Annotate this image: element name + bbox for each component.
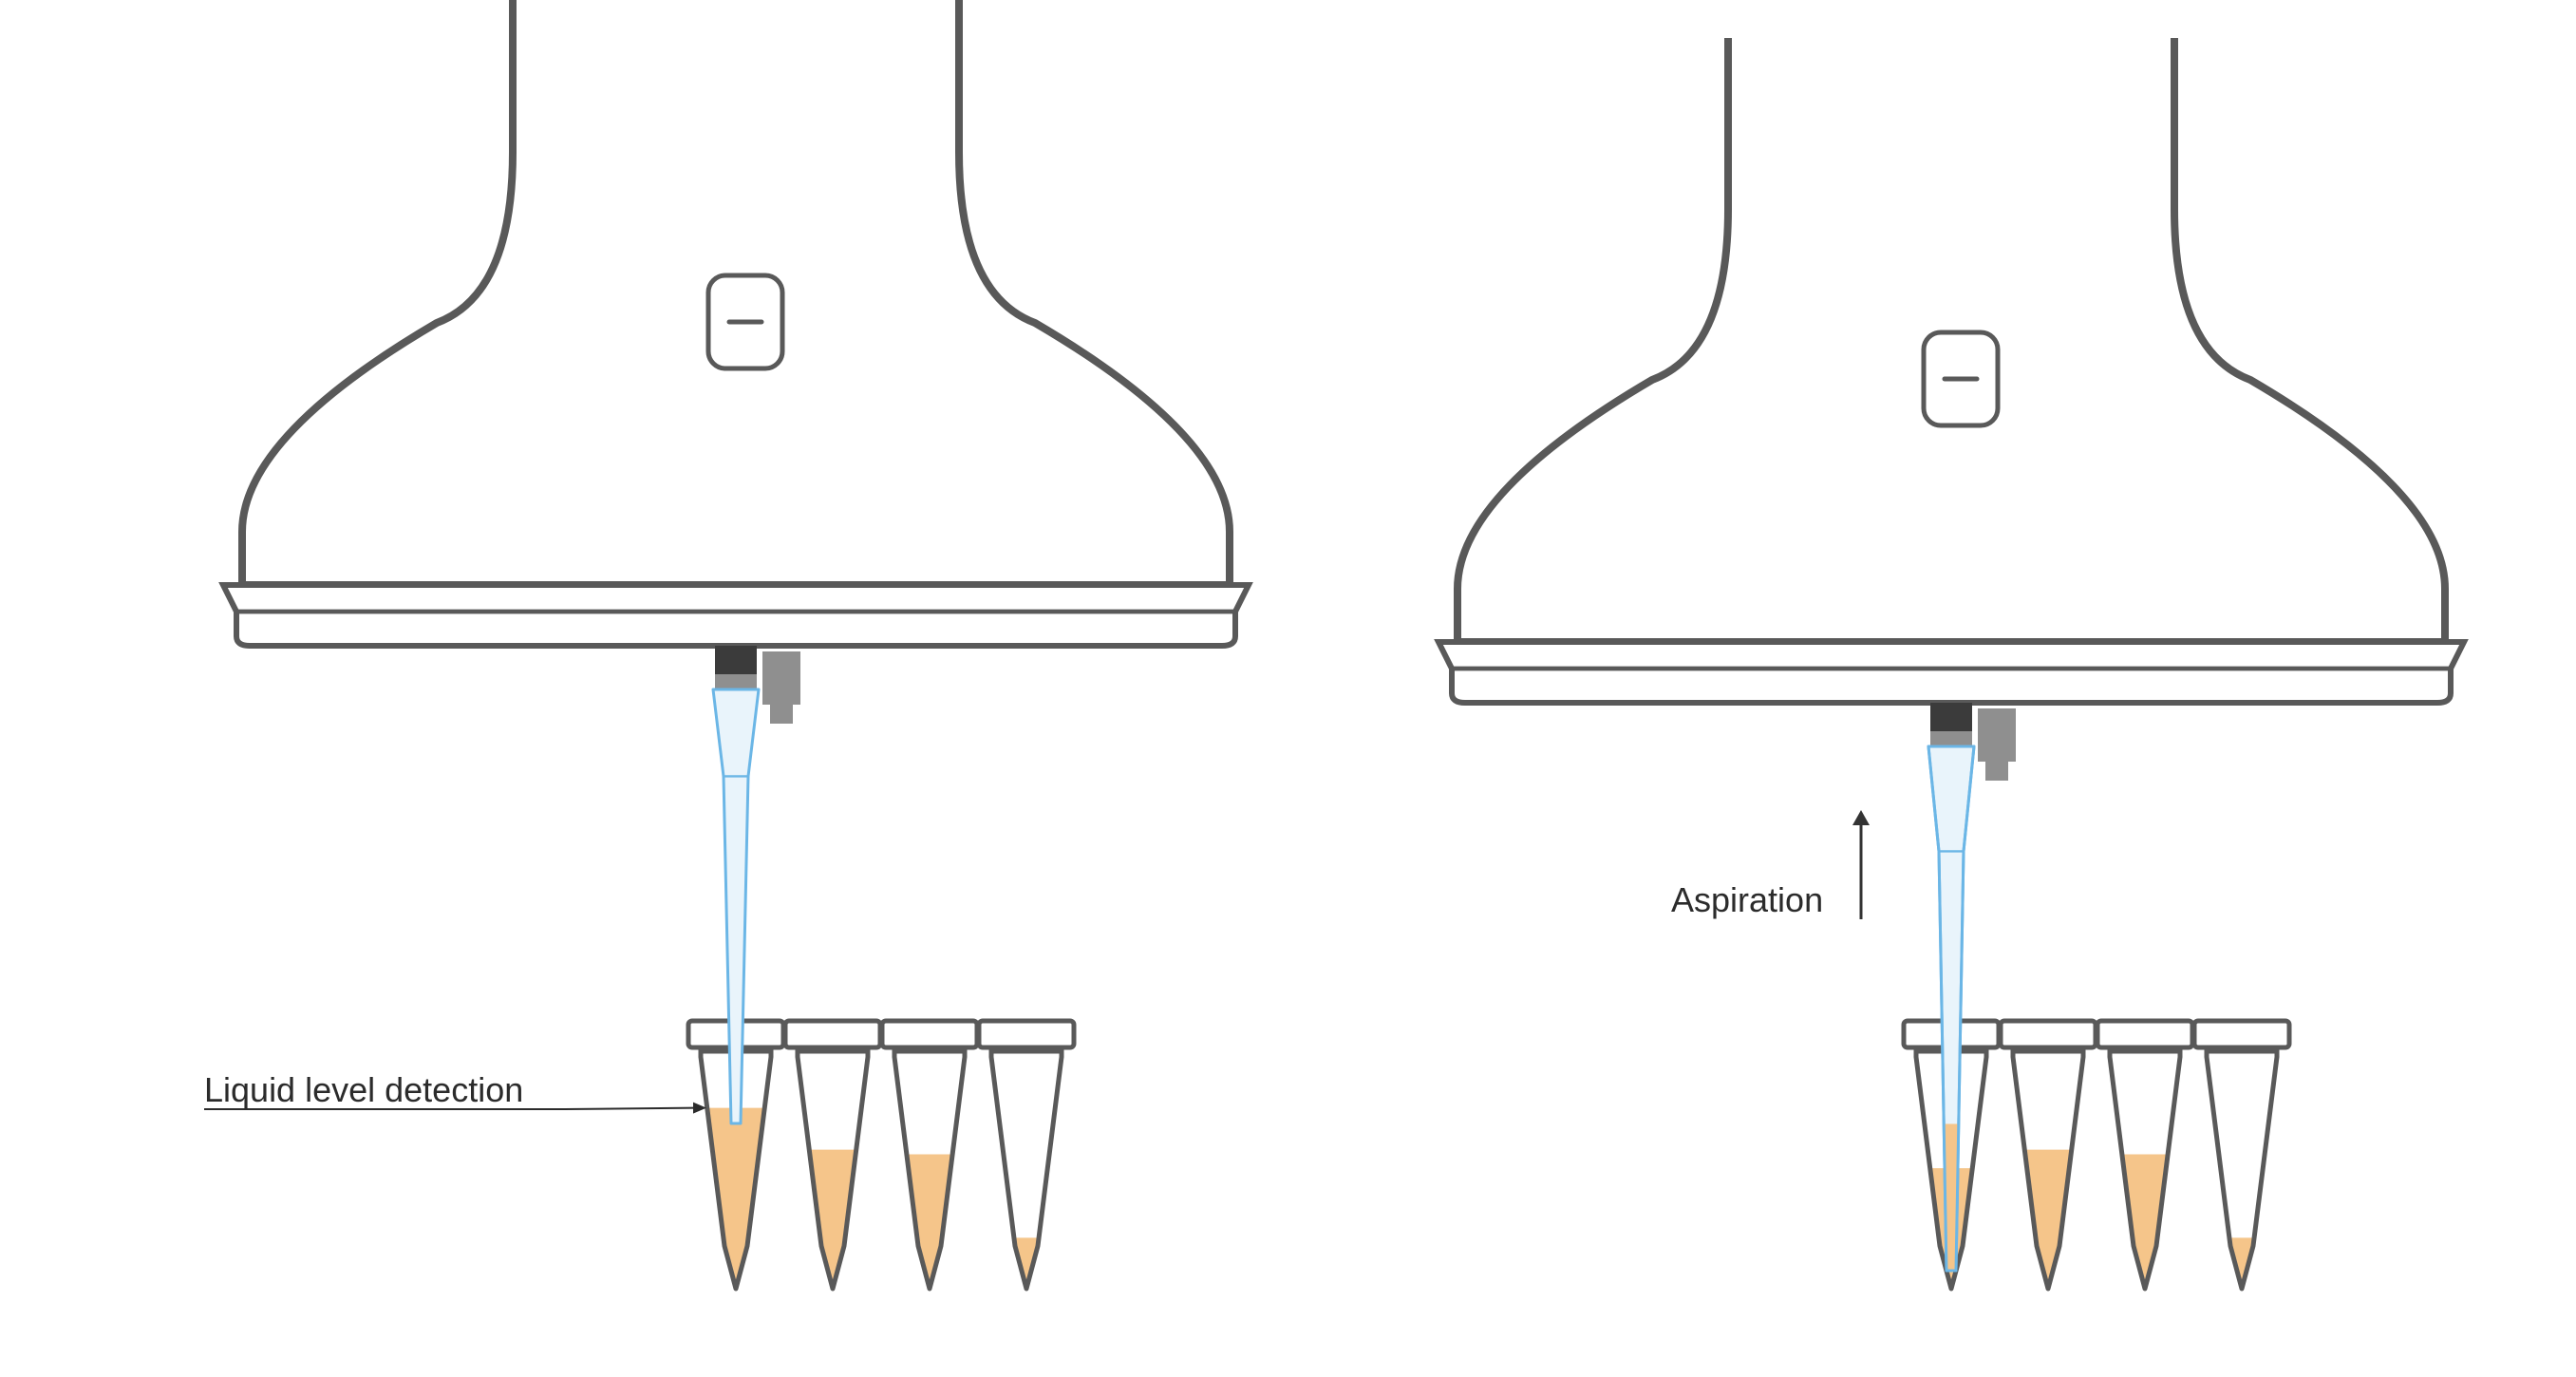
side-connector-small [770,705,793,724]
label-aspiration: Aspiration [1671,880,1823,919]
instrument [1438,38,2464,781]
label-liquid-level-detection: Liquid level detection [204,1070,523,1109]
instrument-base [223,585,1249,646]
tube-liquid [707,1108,765,1289]
side-connector [1978,708,2016,762]
tube [2001,1021,2096,1289]
tube-lip [785,1021,880,1047]
tip-outline [713,689,759,1123]
tube [2194,1021,2289,1289]
aspiration-arrow-head [1852,810,1870,825]
label-leader [565,1108,695,1109]
side-connector-small [1985,762,2008,781]
tip-connector-dark [715,646,757,674]
tube [785,1021,880,1289]
tube [2097,1021,2192,1289]
tube-lip [2194,1021,2289,1047]
instrument-base [1438,642,2464,703]
side-connector [762,651,800,705]
instrument [223,0,1249,724]
tube-lip [882,1021,977,1047]
tube [882,1021,977,1289]
tube-lip [979,1021,1074,1047]
pipette-tip [713,689,759,1123]
tip-connector-mid [715,674,757,689]
tube-lip [2001,1021,2096,1047]
tube [979,1021,1074,1289]
tube-lip [2097,1021,2192,1047]
tip-connector-mid [1930,731,1972,746]
tip-connector-dark [1930,703,1972,731]
